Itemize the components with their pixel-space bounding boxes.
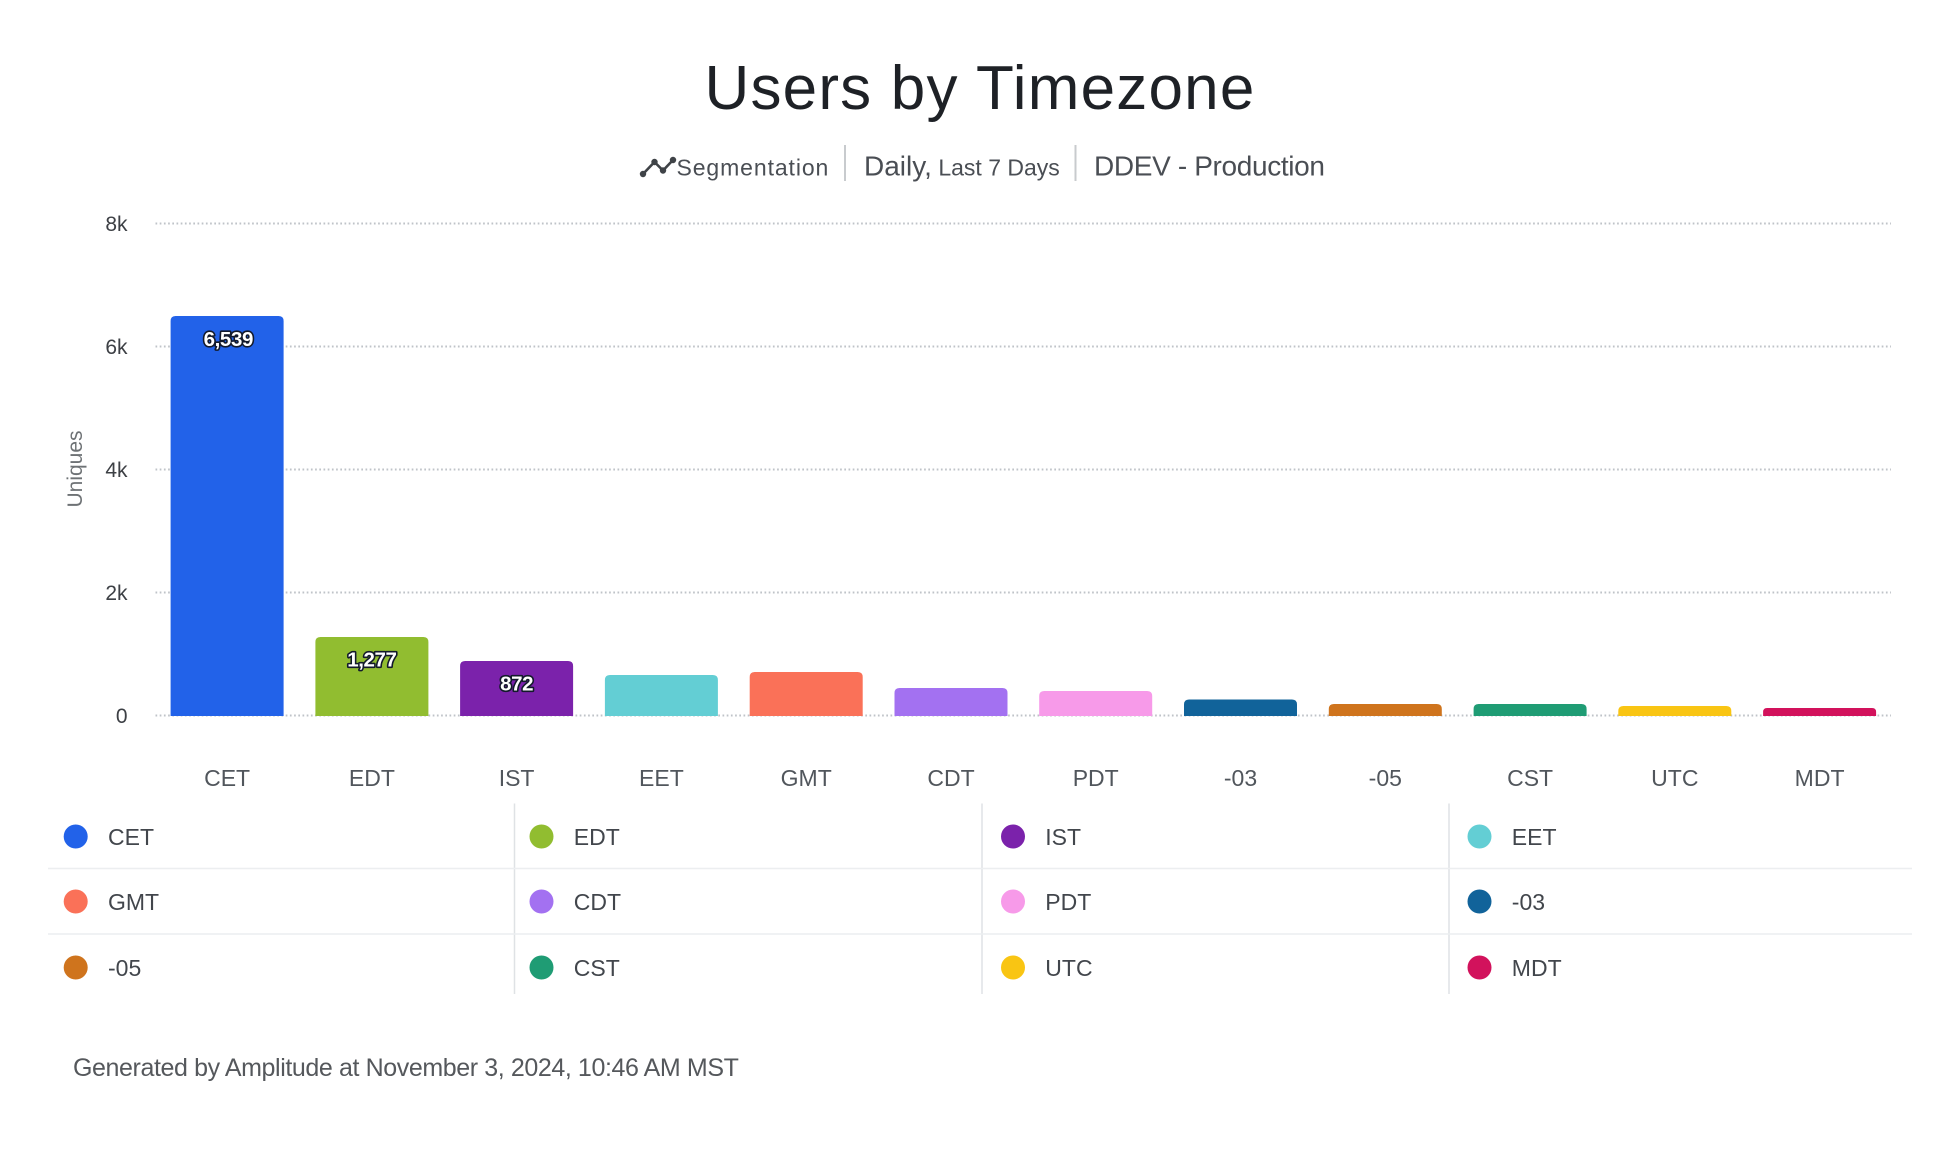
svg-text:EDT: EDT: [349, 765, 395, 791]
svg-text:0: 0: [116, 705, 128, 728]
svg-text:EET: EET: [639, 765, 684, 791]
svg-text:IST: IST: [1045, 824, 1081, 850]
svg-text:CDT: CDT: [927, 765, 974, 791]
svg-text:CET: CET: [204, 765, 250, 791]
svg-text:-03: -03: [1224, 765, 1257, 791]
svg-text:-05: -05: [108, 955, 141, 981]
svg-text:872: 872: [500, 673, 533, 696]
svg-text:6,539: 6,539: [204, 328, 253, 351]
svg-text:UTC: UTC: [1045, 955, 1092, 981]
svg-text:DDEV - Production: DDEV - Production: [1094, 151, 1325, 182]
svg-text:6k: 6k: [105, 336, 128, 359]
svg-text:-05: -05: [1369, 765, 1402, 791]
svg-text:Generated by Amplitude at Nove: Generated by Amplitude at November 3, 20…: [73, 1054, 739, 1082]
svg-text:MDT: MDT: [1512, 955, 1562, 981]
svg-text:UTC: UTC: [1651, 765, 1698, 791]
svg-text:872: 872: [500, 673, 533, 696]
svg-text:EDT: EDT: [574, 824, 620, 850]
svg-text:1,277: 1,277: [347, 649, 396, 672]
svg-text:MDT: MDT: [1795, 765, 1845, 791]
svg-text:Users by Timezone: Users by Timezone: [704, 54, 1255, 123]
svg-text:-03: -03: [1512, 889, 1545, 915]
svg-text:CET: CET: [108, 824, 154, 850]
svg-text:EET: EET: [1512, 824, 1557, 850]
svg-text:Segmentation: Segmentation: [677, 155, 830, 181]
svg-text:PDT: PDT: [1073, 765, 1119, 791]
svg-text:IST: IST: [499, 765, 535, 791]
svg-text:CST: CST: [574, 955, 620, 981]
svg-text:6,539: 6,539: [204, 328, 253, 351]
svg-text:GMT: GMT: [781, 765, 832, 791]
svg-text:CST: CST: [1507, 765, 1553, 791]
svg-text:CDT: CDT: [574, 889, 621, 915]
svg-text:8k: 8k: [105, 213, 128, 236]
svg-text:1,277: 1,277: [347, 649, 396, 672]
svg-text:Uniques: Uniques: [64, 430, 87, 507]
svg-text:GMT: GMT: [108, 889, 159, 915]
svg-text:Daily, Last 7 Days: Daily, Last 7 Days: [864, 151, 1060, 182]
svg-text:2k: 2k: [105, 582, 128, 605]
svg-text:4k: 4k: [105, 459, 128, 482]
svg-text:PDT: PDT: [1045, 889, 1091, 915]
